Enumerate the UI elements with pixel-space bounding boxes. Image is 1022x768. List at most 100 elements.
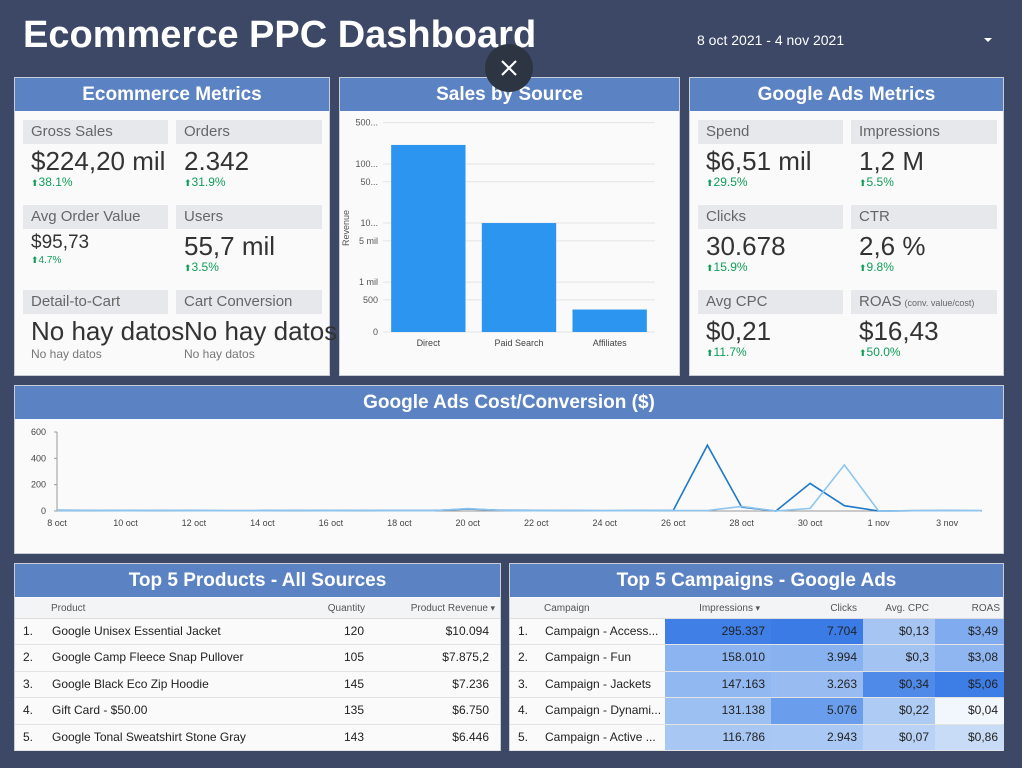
table-cell: $7.236 (452, 676, 489, 691)
table-cell: 1. (518, 624, 529, 638)
table-cell: 135 (343, 703, 364, 718)
panel-title: Google Ads Metrics (690, 78, 1003, 111)
dashboard-title: Ecommerce PPC Dashboard (23, 14, 537, 56)
table-cell: $6.446 (452, 729, 489, 744)
metric-label: Impressions (851, 120, 997, 144)
date-range[interactable]: 8 oct 2021 - 4 nov 2021 (697, 32, 845, 48)
x-tick-label: 10 oct (113, 518, 138, 528)
metric-label: Detail-to-Cart (23, 290, 168, 314)
metric-label: Spend (698, 120, 843, 144)
panel: Google Ads Cost/Conversion ($) (14, 385, 1004, 554)
table-cell: $6.750 (452, 703, 489, 718)
line-series (57, 463, 982, 512)
table-cell: Google Black Eco Zip Hoodie (52, 676, 209, 691)
table-cell: 7.704 (771, 619, 863, 645)
dropdown-arrow[interactable] (983, 37, 995, 45)
table-cell: $0,07 (863, 724, 935, 750)
panel: Google Ads Metrics Spend$6,51 mil29.5% Imp… (689, 77, 1004, 376)
metric-label: Clicks (698, 205, 843, 229)
y-tick-label: 100... (355, 159, 378, 169)
table-cell: 4. (23, 703, 34, 718)
column-header: Product (51, 603, 86, 614)
table-row (510, 672, 1003, 699)
column-header: Impressions (660, 603, 760, 614)
table-row (15, 645, 500, 672)
table-cell: 5. (518, 729, 529, 744)
table-cell: $10.094 (445, 624, 489, 638)
table-cell: 3.994 (771, 645, 863, 671)
column-header: ROAS (971, 603, 1000, 614)
panel: Top 5 Products - All Sources Product Quant… (14, 563, 501, 751)
column-header: Clicks (830, 603, 857, 614)
x-tick-label: Paid Search (494, 338, 543, 348)
x-tick-label: 18 oct (387, 518, 412, 528)
table-cell: $7.875,2 (442, 650, 489, 665)
x-tick-label: 20 oct (456, 518, 481, 528)
x-tick-label: 22 oct (524, 518, 549, 528)
y-tick-label: 0 (373, 327, 378, 337)
x-tick-label: 30 oct (798, 518, 823, 528)
table-cell: Google Unisex Essential Jacket (52, 624, 221, 638)
table-row (15, 672, 500, 699)
metric-change: 3.5% (184, 260, 219, 274)
x-tick-label: 8 oct (47, 518, 67, 528)
column-header: Quantity (327, 603, 365, 614)
table-cell: 147.163 (665, 671, 771, 698)
column-header: Campaign (544, 603, 590, 614)
table-cell: $0,04 (935, 698, 1004, 724)
table-cell: Campaign - Jackets (545, 676, 652, 691)
x-tick-label: 16 oct (319, 518, 344, 528)
metric-label: ROAS (conv. value/cost) (851, 290, 997, 314)
table-row (15, 725, 500, 751)
metric-change: 5.5% (859, 175, 894, 189)
metric-label: Avg CPC (698, 290, 843, 314)
metric-note: No hay datos (31, 347, 102, 361)
table-cell: $3,49 (935, 619, 1004, 645)
table-cell: $3,08 (935, 645, 1004, 671)
table-cell: 5.076 (771, 698, 863, 724)
metric-value: 2.342 (184, 146, 250, 176)
close-icon (501, 60, 517, 76)
metric-change: 11.7% (706, 345, 747, 359)
panel-title: Ecommerce Metrics (15, 78, 329, 111)
table-cell: 1. (23, 624, 34, 638)
table-cell: 3. (23, 676, 34, 691)
metric-change: 15.9% (706, 260, 748, 274)
metric-value: $95,73 (31, 232, 90, 253)
metric-value: $6,51 mil (706, 146, 812, 176)
panel-title: Google Ads Cost/Conversion ($) (15, 386, 1003, 419)
metric-label: Orders (176, 120, 322, 144)
table-cell: 105 (343, 650, 364, 665)
metric-note: No hay datos (184, 347, 255, 361)
metric-value: $16,43 (859, 316, 939, 346)
metric-label-note: (conv. value/cost) (904, 298, 975, 308)
table-cell: 120 (343, 624, 364, 638)
y-tick-label: 500 (363, 295, 378, 305)
y-tick-label: 400 (31, 453, 46, 463)
metric-label: Users (176, 205, 322, 229)
metric-value: No hay datos (31, 316, 185, 346)
table-cell: Campaign - Active ... (545, 729, 656, 744)
table-cell: Gift Card - $50.00 (52, 703, 148, 718)
table-cell: $5,06 (935, 671, 1004, 698)
table-cell: 4. (518, 703, 529, 718)
line-series (56, 443, 982, 512)
y-tick-label: 500... (355, 118, 378, 128)
metric-value: 55,7 mil (184, 231, 276, 261)
y-tick-label: 0 (41, 506, 46, 516)
y-tick-label: 5 mil (359, 236, 378, 246)
x-tick-label: Affiliates (593, 338, 627, 348)
table-row (510, 619, 1003, 646)
table-cell: 131.138 (665, 698, 771, 724)
table-cell: 145 (343, 676, 364, 691)
bar (391, 144, 466, 332)
table-cell: 2.943 (771, 724, 863, 750)
metric-label: CTR (851, 205, 997, 229)
table-cell: 2. (518, 650, 529, 665)
x-tick-label: 3 nov (936, 518, 959, 528)
table-cell: 2. (23, 650, 34, 665)
metric-value: 2,6 % (859, 231, 926, 261)
table-cell: $0,34 (863, 671, 935, 698)
